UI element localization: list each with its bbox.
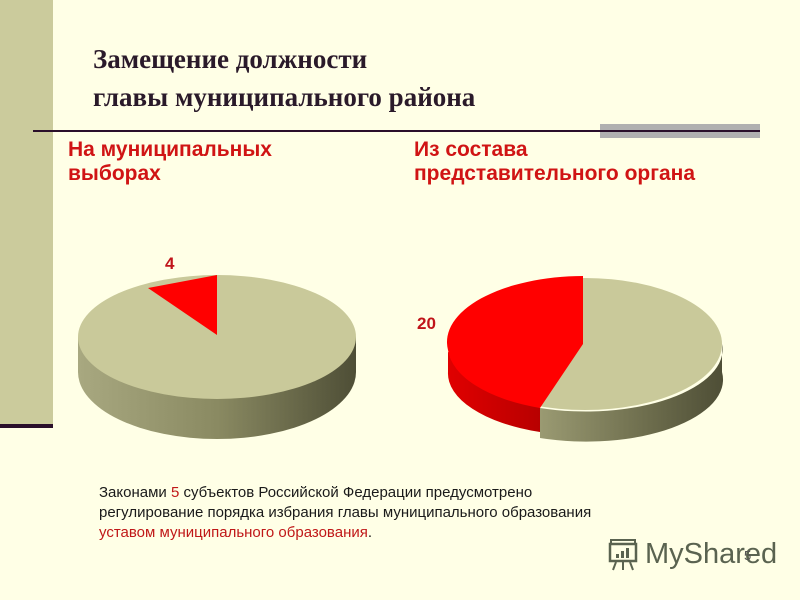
left-pie-other-slice bbox=[78, 275, 356, 399]
presentation-board-icon bbox=[608, 539, 638, 571]
divider-accent-line bbox=[600, 130, 760, 132]
right-pie-chart bbox=[446, 276, 724, 442]
page-number: 5 bbox=[744, 548, 752, 563]
right-pie-data-label: 20 bbox=[417, 314, 436, 333]
footnote-period: . bbox=[367, 524, 373, 541]
watermark-logo: MyShared bbox=[607, 537, 777, 571]
left-pie-data-label: 4 bbox=[165, 254, 175, 273]
right-chart-heading: Из состава представительного органа bbox=[414, 138, 695, 186]
slide-title: Замещение должности главы муниципального… bbox=[93, 40, 475, 116]
sidebar-decoration-foot bbox=[0, 424, 53, 428]
left-heading-line-2: выборах bbox=[68, 162, 161, 185]
right-pie-highlight-slice bbox=[446, 276, 583, 408]
title-line-1: Замещение должности bbox=[93, 44, 368, 74]
left-pie-highlight-slice bbox=[148, 275, 217, 335]
footnote-highlight: уставом муниципального образования bbox=[99, 524, 368, 541]
left-heading-line-1: На муниципальных bbox=[68, 138, 272, 161]
sidebar-decoration bbox=[0, 0, 53, 425]
right-pie-other-side bbox=[540, 344, 724, 442]
watermark-text: MyShared bbox=[645, 537, 778, 570]
footnote-number: 5 bbox=[170, 484, 180, 501]
right-heading-line-1: Из состава bbox=[414, 138, 528, 161]
footnote-text: Законами 5 субъектов Российской Федераци… bbox=[99, 483, 591, 543]
left-chart-heading: На муниципальных выборах bbox=[68, 138, 272, 186]
footnote-part-2: субъектов Российской Федерации предусмот… bbox=[179, 484, 533, 501]
left-pie-chart bbox=[78, 275, 356, 439]
title-divider bbox=[33, 130, 760, 132]
footnote-part-1: Законами bbox=[99, 484, 171, 501]
right-heading-line-2: представительного органа bbox=[414, 162, 696, 185]
title-line-2: главы муниципального района bbox=[93, 82, 476, 112]
footnote-line-2: регулирование порядка избрания главы мун… bbox=[99, 504, 592, 521]
